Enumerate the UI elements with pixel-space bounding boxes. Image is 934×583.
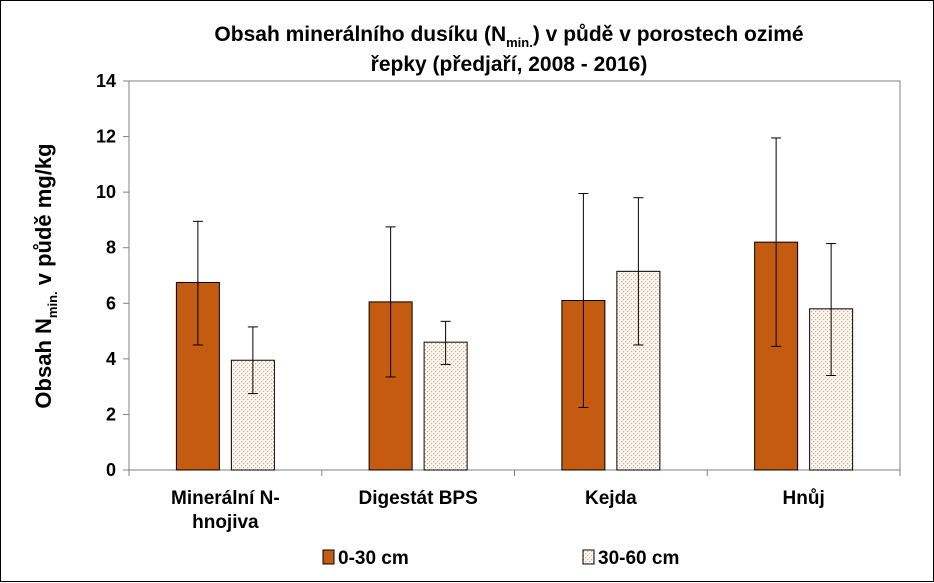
y-tick-label: 0 <box>106 460 116 480</box>
error-bars-group <box>192 137 837 408</box>
bars-group <box>175 241 854 471</box>
x-category-label: Minerální N-hnojiva <box>171 488 280 533</box>
y-axis-title: Obsah Nmin. v půdě mg/kg <box>31 143 60 408</box>
legend-swatch <box>322 549 335 565</box>
legend-label: 30-60 cm <box>598 548 679 569</box>
y-tick-label: 2 <box>106 404 116 424</box>
y-tick-label: 4 <box>106 349 116 369</box>
chart-title-line2: řepky (předjaří, 2008 - 2016) <box>371 53 648 76</box>
x-category-label: Hnůj <box>783 488 825 509</box>
y-tick-label: 8 <box>106 238 116 258</box>
x-category-label: Kejda <box>585 488 637 509</box>
y-tick-label: 10 <box>96 182 116 202</box>
y-tick-label: 12 <box>96 127 116 147</box>
x-category-label: Digestát BPS <box>358 488 477 509</box>
category-labels: Minerální N-hnojiva Digestát BPS Kejda Hnůj <box>171 488 825 533</box>
y-tick-label: 6 <box>106 293 116 313</box>
y-axis-ticks: 0 2 4 6 8 10 12 14 <box>96 71 901 480</box>
chart-title-line1: Obsah minerálního dusíku (Nmin.) v půdě … <box>214 23 803 50</box>
legend-label: 0-30 cm <box>338 548 409 569</box>
legend: 0-30 cm 30-60 cm <box>322 548 679 569</box>
y-tick-label: 14 <box>96 71 116 91</box>
legend-swatch <box>582 549 595 565</box>
